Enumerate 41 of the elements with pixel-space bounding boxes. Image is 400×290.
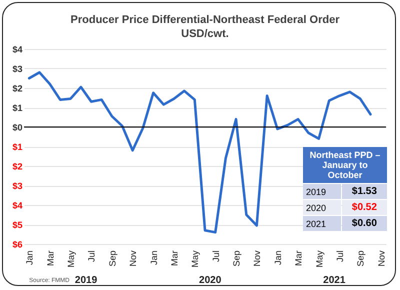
x-tick-label: Jan [148, 250, 159, 266]
x-tick-label: Mar [294, 250, 304, 266]
x-tick-label: Nov [252, 250, 262, 267]
x-tick-label: Jul [334, 250, 345, 262]
annotation: 2020 [303, 200, 341, 215]
x-tick-label: Sep [232, 250, 242, 267]
x-tick-label: Jul [86, 250, 97, 262]
y-tick-label: $4 [12, 44, 22, 54]
x-tick-label: May [314, 250, 324, 268]
chart-subtitle: USD/cwt. [181, 28, 229, 40]
x-tick-label: Jan [272, 250, 283, 266]
y-tick-label: $6 [12, 240, 22, 250]
y-tick-label: $4 [12, 200, 22, 210]
x-tick-label: Nov [376, 250, 386, 267]
text: 2021 [323, 275, 346, 286]
y-tick-label: $2 [12, 84, 22, 94]
annotation: $0.52 [342, 200, 387, 215]
y-tick-label: $3 [12, 64, 22, 74]
x-tick-label: Nov [128, 250, 138, 267]
y-tick-label: $0 [12, 122, 22, 132]
annotation: $1.53 [342, 184, 387, 199]
y-tick-label: $2 [12, 162, 22, 172]
chart-title: Producer Price Differential-Northeast Federal Order [70, 14, 340, 26]
text: 2020 [199, 275, 222, 286]
y-tick-label: $1 [12, 142, 22, 152]
annotation: 2021 [303, 216, 341, 231]
y-tick-label: $5 [12, 220, 22, 230]
y-tick-label: $1 [12, 103, 22, 113]
x-tick-label: May [190, 250, 200, 268]
x-tick-label: Mar [45, 250, 56, 266]
text: 2019 [74, 275, 98, 286]
x-tick-label: Mar [169, 250, 180, 266]
annotation: $0.60 [342, 216, 387, 231]
x-tick-label: Sep [356, 250, 366, 267]
x-tick-label: May [66, 250, 76, 268]
y-tick-label: $3 [12, 181, 22, 191]
x-tick-label: Sep [107, 250, 118, 267]
x-tick-label: Jan [24, 250, 35, 266]
annotation: 2019 [303, 184, 341, 199]
x-tick-label: Jul [210, 250, 221, 262]
annotation: Northeast PPD – January to October [303, 147, 387, 183]
